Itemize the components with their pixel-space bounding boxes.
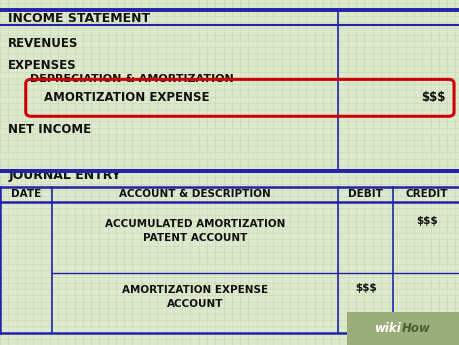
Bar	[347, 312, 459, 345]
Text: JOURNAL ENTRY: JOURNAL ENTRY	[8, 169, 121, 183]
Text: REVENUES: REVENUES	[8, 37, 78, 50]
Text: CREDIT: CREDIT	[404, 189, 447, 199]
Text: wiki: wiki	[374, 322, 400, 335]
Text: EXPENSES: EXPENSES	[8, 59, 77, 72]
Text: AMORTIZATION EXPENSE: AMORTIZATION EXPENSE	[44, 91, 209, 104]
Text: AMORTIZATION EXPENSE
ACCOUNT: AMORTIZATION EXPENSE ACCOUNT	[122, 285, 267, 309]
Text: INCOME STATEMENT: INCOME STATEMENT	[8, 12, 150, 26]
Text: DEBIT: DEBIT	[347, 189, 382, 199]
Text: $$$: $$$	[415, 216, 437, 226]
Text: $$$: $$$	[420, 91, 444, 104]
Text: DATE: DATE	[11, 189, 41, 199]
Text: ACCOUNT & DESCRIPTION: ACCOUNT & DESCRIPTION	[119, 189, 270, 199]
Text: DEPRECIATION & AMORTIZATION: DEPRECIATION & AMORTIZATION	[30, 75, 233, 84]
Text: ACCUMULATED AMORTIZATION
PATENT ACCOUNT: ACCUMULATED AMORTIZATION PATENT ACCOUNT	[104, 219, 285, 243]
Text: How: How	[400, 322, 429, 335]
Text: $$$: $$$	[354, 283, 376, 293]
Text: NET INCOME: NET INCOME	[8, 123, 91, 136]
